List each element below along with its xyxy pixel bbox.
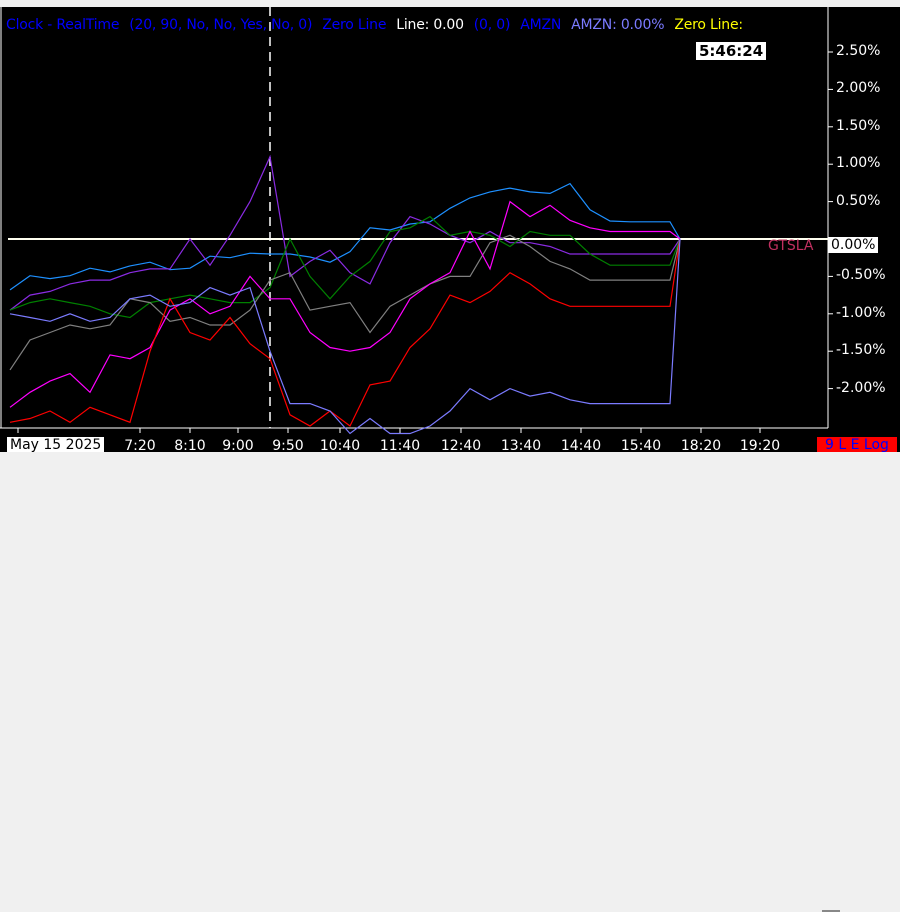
series-line-1 [9,154,681,311]
y-tick-label: -1.00% [836,304,886,321]
y-tick-label: 1.00% [836,155,881,172]
x-tick-label: 19:20 [739,438,781,454]
zero-line-value-label: 0.00% [828,237,879,253]
legend-item: AMZN [520,17,562,33]
legend-item: Zero Line: [674,17,743,33]
clock-readout: 5:46:24 [696,42,767,60]
x-tick-label: 8:10 [174,438,206,454]
chart-panel[interactable]: Clock - RealTime (20, 90, No, No, Yes, No… [0,7,900,456]
x-tick-label: 13:40 [500,438,542,454]
y-tick-label: -0.50% [836,267,886,284]
series-line-2 [9,215,681,319]
x-tick-label: 7:20 [124,438,156,454]
legend-item: AMZN: 0.00% [571,17,665,33]
date-label: May 15 2025 [7,437,105,456]
series-line-5 [9,238,681,427]
x-tick-label: 9:50 [272,438,304,454]
y-tick-label: 2.00% [836,80,881,97]
status-bar [0,452,900,912]
legend-item: (0, 0) [473,17,511,33]
series-line-4 [9,200,681,408]
series-line-0 [9,182,681,291]
scale-mode-button[interactable]: 9 L E Log [817,437,897,456]
x-tick-label: 14:40 [560,438,602,454]
zero-line-symbol-label: GTSLA [768,238,814,254]
y-tick-label: -2.00% [836,379,886,396]
series-line-6 [9,238,681,435]
y-tick-label: 0.50% [836,192,881,209]
x-tick-label: 10:40 [319,438,361,454]
x-tick-label: 18:20 [680,438,722,454]
x-tick-label: 9:00 [222,438,254,454]
legend-item: Line: 0.00 [396,17,464,33]
legend-item: Zero Line [322,17,387,33]
x-tick-label: 12:40 [440,438,482,454]
x-tick-label: 11:40 [379,438,421,454]
chart-legend: Clock - RealTime (20, 90, No, No, Yes, No… [6,17,753,33]
legend-item: (20, 90, No, No, Yes, No, 0) [129,17,313,33]
x-tick-label: 15:40 [620,438,662,454]
y-tick-label: 2.50% [836,43,881,59]
y-tick-label: 1.50% [836,117,881,134]
y-tick-label: -1.50% [836,342,886,359]
legend-item: Clock - RealTime [6,17,120,33]
chart-plot[interactable] [0,7,900,452]
series-line-3 [9,234,681,371]
